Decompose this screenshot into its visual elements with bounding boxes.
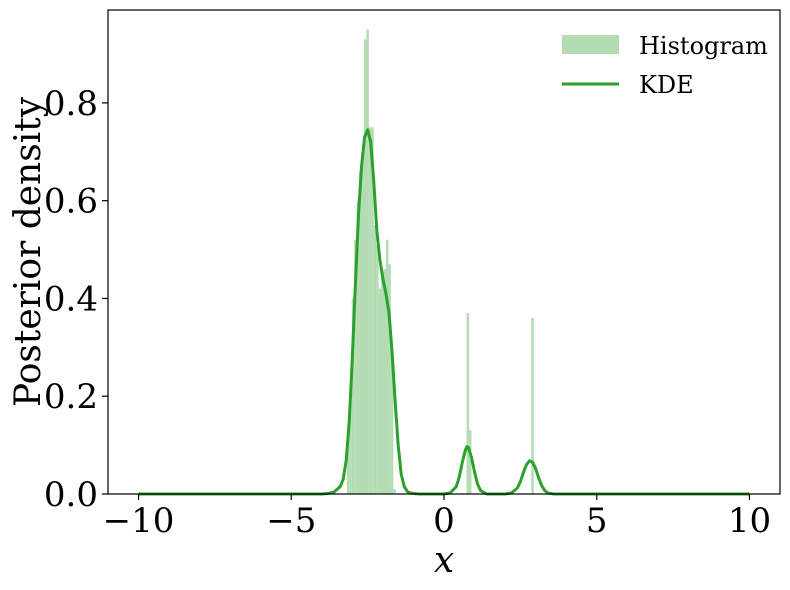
histogram-bar	[354, 239, 357, 494]
histogram-bar	[390, 347, 394, 494]
histogram-bar	[351, 298, 355, 494]
legend: Histogram KDE	[562, 32, 768, 99]
y-axis: 0.0 0.2 0.4 0.6 0.8	[44, 84, 108, 515]
histogram-bar	[469, 430, 472, 494]
x-axis-label: x	[434, 540, 454, 581]
histogram-bar	[373, 225, 377, 494]
histogram-bar	[361, 151, 364, 494]
y-tick-label: 0.6	[44, 182, 98, 222]
histogram-bar	[383, 269, 386, 494]
histogram-bar	[381, 278, 384, 494]
x-tick-label: −10	[103, 501, 175, 541]
x-tick-label: 10	[728, 501, 771, 541]
x-tick-label: −5	[266, 501, 316, 541]
histogram-bar	[363, 39, 367, 494]
histogram-bar	[356, 200, 360, 494]
histogram-bar	[359, 171, 362, 495]
histogram-bar	[371, 127, 374, 494]
legend-label-kde: KDE	[639, 71, 694, 99]
x-tick-label: 0	[433, 501, 455, 541]
y-tick-label: 0.2	[44, 377, 98, 417]
x-axis: −10 −5 0 5 10	[103, 494, 771, 541]
histogram-bar	[466, 313, 470, 494]
legend-label-histogram: Histogram	[639, 32, 768, 60]
histogram-bar	[385, 239, 389, 494]
legend-swatch-histogram	[562, 35, 619, 54]
y-axis-label: Posterior density	[8, 96, 49, 407]
histogram-bar	[366, 29, 369, 495]
histogram-bar	[349, 406, 352, 494]
histogram-bar	[378, 288, 382, 494]
histogram-bar	[531, 318, 534, 494]
histogram-bars	[346, 29, 534, 495]
x-tick-label: 5	[586, 501, 608, 541]
histogram-bar	[368, 127, 372, 494]
histogram-bar	[388, 264, 391, 494]
histogram-bar	[393, 489, 396, 494]
histogram-bar	[376, 244, 379, 494]
histogram-bar	[346, 445, 350, 494]
y-tick-label: 0.0	[44, 475, 98, 515]
y-tick-label: 0.4	[44, 279, 98, 319]
y-tick-label: 0.8	[44, 84, 98, 124]
